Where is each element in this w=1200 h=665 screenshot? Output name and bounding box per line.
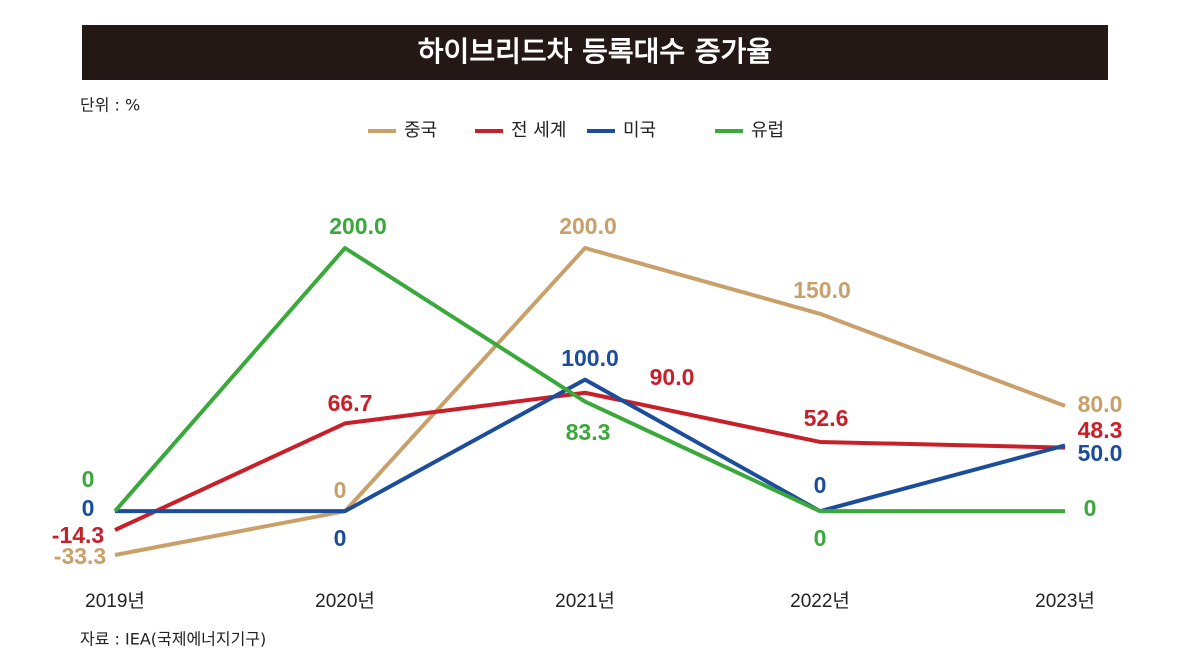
value-label: 80.0 — [1078, 391, 1123, 417]
chart-title: 하이브리드차 등록대수 증가율 — [418, 35, 772, 68]
unit-label: 단위 : % — [80, 96, 140, 115]
value-label: 0 — [814, 525, 827, 551]
x-tick-label: 2022년 — [790, 590, 850, 612]
value-label: 83.3 — [566, 419, 611, 445]
value-label: 48.3 — [1078, 417, 1123, 443]
series-line — [114, 246, 1066, 557]
x-tick-label: 2020년 — [315, 590, 375, 612]
series-line — [114, 390, 1066, 532]
x-tick-label: 2021년 — [555, 590, 615, 612]
value-label: 50.0 — [1078, 440, 1123, 466]
value-label: 100.0 — [561, 345, 619, 371]
title-bar — [82, 25, 1108, 80]
value-label: -14.3 — [52, 522, 104, 548]
value-label: 200.0 — [559, 213, 617, 239]
value-label: 200.0 — [329, 213, 387, 239]
legend-label: 미국 — [623, 120, 656, 141]
value-label: 90.0 — [650, 364, 695, 390]
value-label: 0 — [82, 495, 95, 521]
x-tick-label: 2019년 — [85, 590, 145, 612]
value-label: 0 — [82, 466, 95, 492]
value-label: 0 — [334, 525, 347, 551]
value-label: 0 — [334, 477, 347, 503]
value-label: 150.0 — [793, 277, 851, 303]
value-label: 0 — [1084, 495, 1097, 521]
value-label: 0 — [814, 472, 827, 498]
legend-label: 전 세계 — [511, 120, 566, 141]
value-label: -33.3 — [54, 543, 106, 569]
x-tick-label: 2023년 — [1035, 590, 1095, 612]
series-line — [113, 246, 1065, 514]
value-label: 66.7 — [328, 390, 373, 416]
legend-label: 중국 — [404, 120, 437, 141]
legend-label: 유럽 — [751, 120, 784, 141]
value-label: 52.6 — [804, 405, 849, 431]
series-line — [115, 377, 1066, 514]
source: 자료 : IEA(국제에너지기구) — [80, 630, 266, 649]
